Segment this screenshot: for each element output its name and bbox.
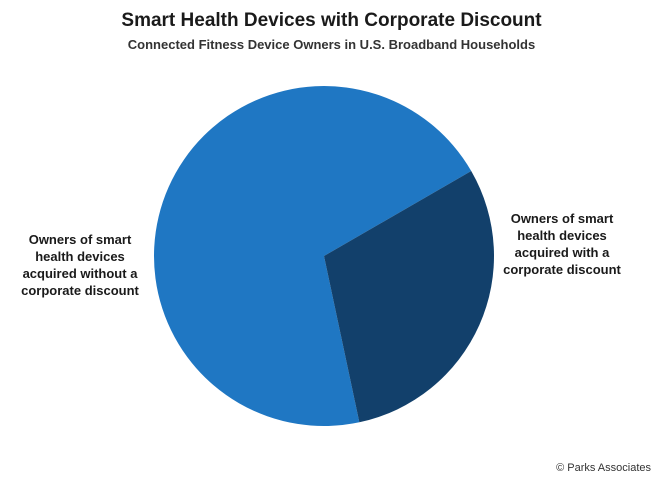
pie-slice-with-discount: [324, 171, 494, 423]
pie-slices: [154, 86, 494, 426]
chart-title: Smart Health Devices with Corporate Disc…: [121, 10, 542, 31]
copyright-text: © Parks Associates: [556, 462, 651, 474]
slice-label-without-discount: Owners of smart health devices acquired …: [21, 232, 139, 298]
chart-subtitle: Connected Fitness Device Owners in U.S. …: [127, 37, 536, 52]
pie-slice-without-discount: [154, 86, 472, 426]
slice-label-with-discount: Owners of smart health devices acquired …: [503, 211, 621, 277]
